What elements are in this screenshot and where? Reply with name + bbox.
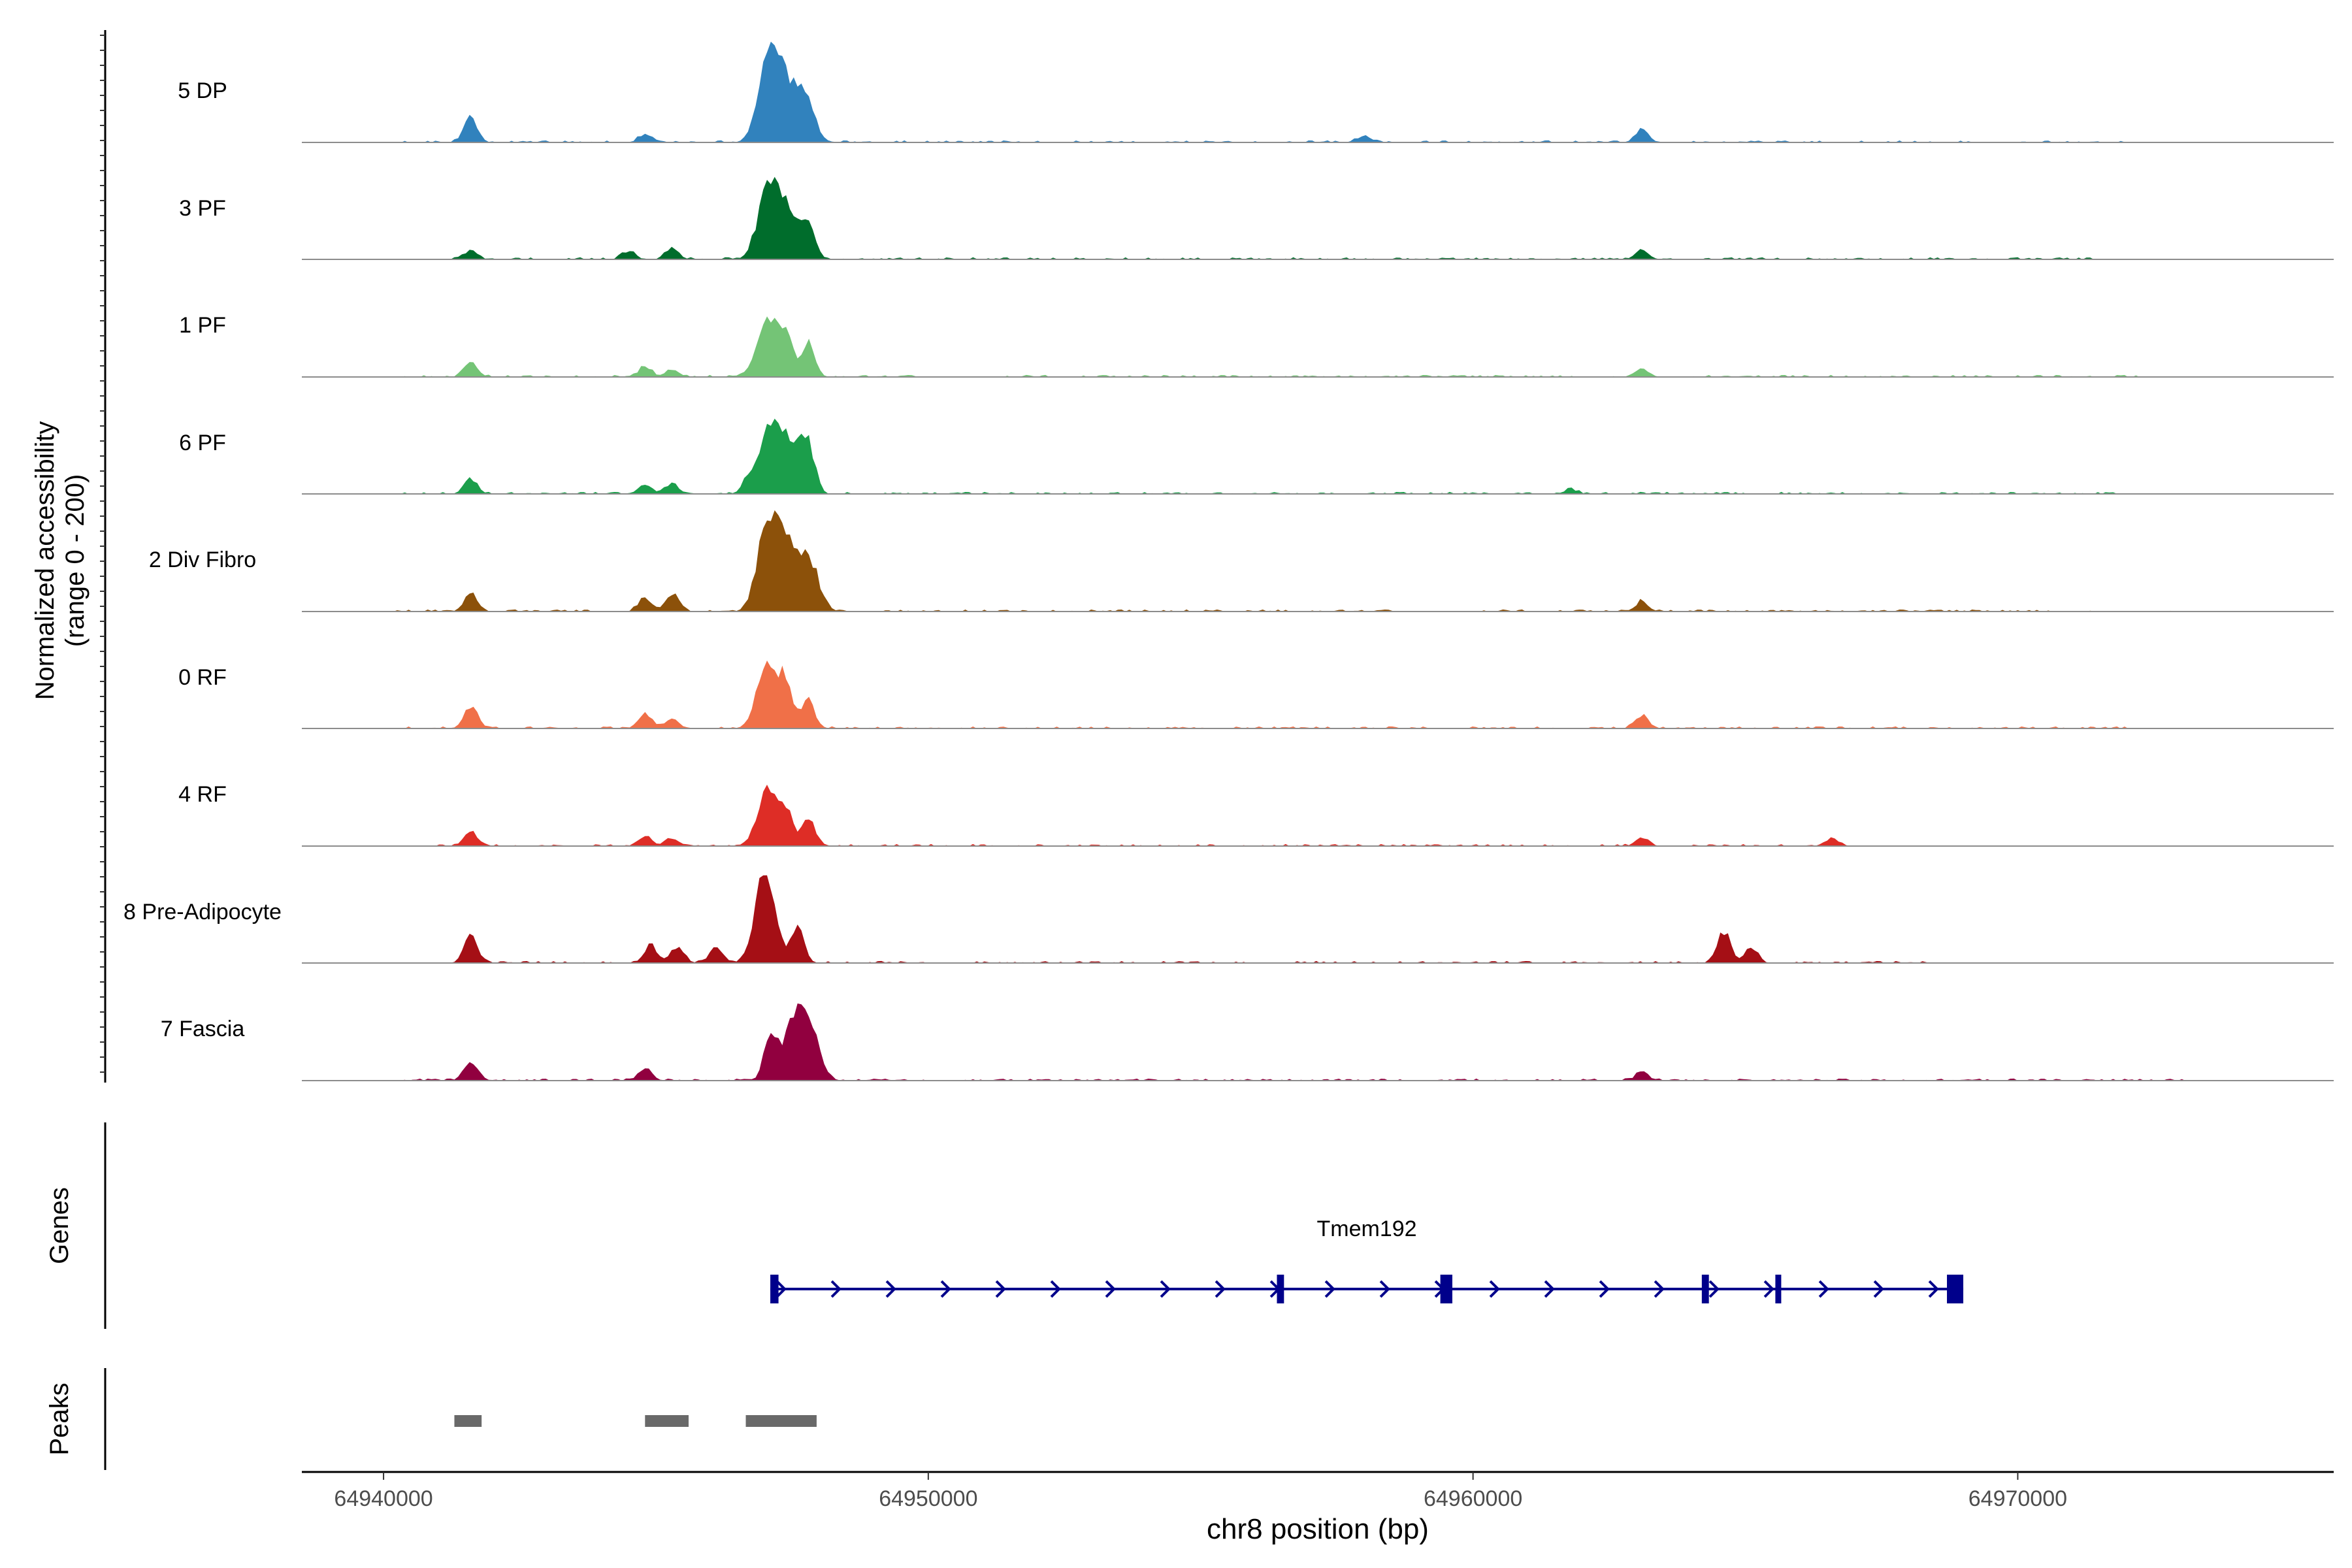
peak-regions [454, 1415, 817, 1427]
gene-exon [1440, 1275, 1452, 1303]
track-4-rf [302, 785, 2334, 847]
track-3-pf [302, 176, 2334, 260]
strand-arrow [1544, 1280, 1555, 1298]
gene-tmem192: Tmem192 [770, 1217, 1964, 1303]
gene-exon [1947, 1275, 1964, 1303]
strand-arrow [830, 1280, 841, 1298]
coverage-area-6-pf [302, 418, 2334, 494]
track-label-0-rf: 0 RF [178, 665, 227, 690]
track-0-rf [302, 661, 2334, 729]
x-axis-label: chr8 position (bp) [1207, 1513, 1429, 1545]
track-label-7-fascia: 7 Fascia [161, 1017, 245, 1041]
strand-arrow [1160, 1280, 1171, 1298]
track-2-div-fibro [302, 510, 2334, 612]
peak-region [645, 1415, 689, 1427]
strand-arrow [1489, 1280, 1500, 1298]
coverage-panel [302, 41, 2334, 1081]
strand-arrow [1708, 1280, 1720, 1298]
y-axis-label-line1: Normalized accessibility [31, 421, 59, 700]
track-label-2-div-fibro: 2 Div Fibro [149, 547, 256, 572]
x-axis-ticks: 64940000 64950000 64960000 64970000 [334, 1472, 2067, 1511]
peak-region [454, 1415, 482, 1427]
track-6-pf [302, 418, 2334, 495]
gene-exon [770, 1275, 779, 1303]
coverage-area-7-fascia [302, 1003, 2334, 1081]
gene-model: Tmem192 [770, 1217, 1964, 1303]
strand-arrow [1050, 1280, 1061, 1298]
track-labels: 5 DP 3 PF 1 PF 6 PF 2 Div Fibro 0 RF 4 RF 8 Pre… [123, 78, 282, 1041]
strand-arrow [995, 1280, 1006, 1298]
strand-arrow [1599, 1280, 1610, 1298]
track-label-8-pre-adipocyte: 8 Pre-Adipocyte [123, 900, 282, 924]
x-tick-label: 64970000 [1968, 1486, 2067, 1511]
track-1-pf [302, 316, 2334, 378]
x-tick-label: 64940000 [334, 1486, 433, 1511]
strand-arrow [1379, 1280, 1390, 1298]
track-label-6-pf: 6 PF [179, 431, 226, 455]
track-8-pre-adipocyte [302, 875, 2334, 964]
strand-arrow [1928, 1280, 1939, 1298]
coverage-area-4-rf [302, 785, 2334, 846]
y-axis-label-line2: (range 0 - 200) [61, 474, 90, 647]
genes-panel-label: Genes [45, 1187, 74, 1264]
x-tick-label: 64950000 [879, 1486, 977, 1511]
track-label-5-dp: 5 DP [178, 78, 227, 103]
peak-region [745, 1415, 817, 1427]
coverage-area-5-dp [302, 41, 2334, 142]
gene-exon [1701, 1275, 1709, 1303]
strand-arrow [940, 1280, 951, 1298]
coverage-area-0-rf [302, 661, 2334, 728]
gene-exon [1775, 1275, 1782, 1303]
strand-arrow [1763, 1280, 1774, 1298]
strand-arrow [1105, 1280, 1116, 1298]
gene-name-label: Tmem192 [1317, 1217, 1417, 1241]
track-label-3-pf: 3 PF [179, 196, 226, 221]
coverage-area-2-div-fibro [302, 510, 2334, 612]
track-label-1-pf: 1 PF [179, 313, 226, 338]
track-7-fascia [302, 1003, 2334, 1081]
track-5-dp [302, 41, 2334, 143]
coverage-area-3-pf [302, 176, 2334, 259]
strand-arrow [1215, 1280, 1226, 1298]
strand-arrow [1873, 1280, 1884, 1298]
coverage-y-ticks [100, 35, 105, 1073]
strand-arrow [1818, 1280, 1829, 1298]
peaks-panel-label: Peaks [45, 1382, 74, 1455]
track-label-4-rf: 4 RF [178, 782, 227, 807]
gene-exon [1277, 1275, 1284, 1303]
strand-arrow [885, 1280, 896, 1298]
strand-arrow [1654, 1280, 1665, 1298]
x-tick-label: 64960000 [1424, 1486, 1522, 1511]
strand-arrow [1324, 1280, 1335, 1298]
strand-arrow [776, 1280, 787, 1298]
coverage-area-1-pf [302, 316, 2334, 377]
